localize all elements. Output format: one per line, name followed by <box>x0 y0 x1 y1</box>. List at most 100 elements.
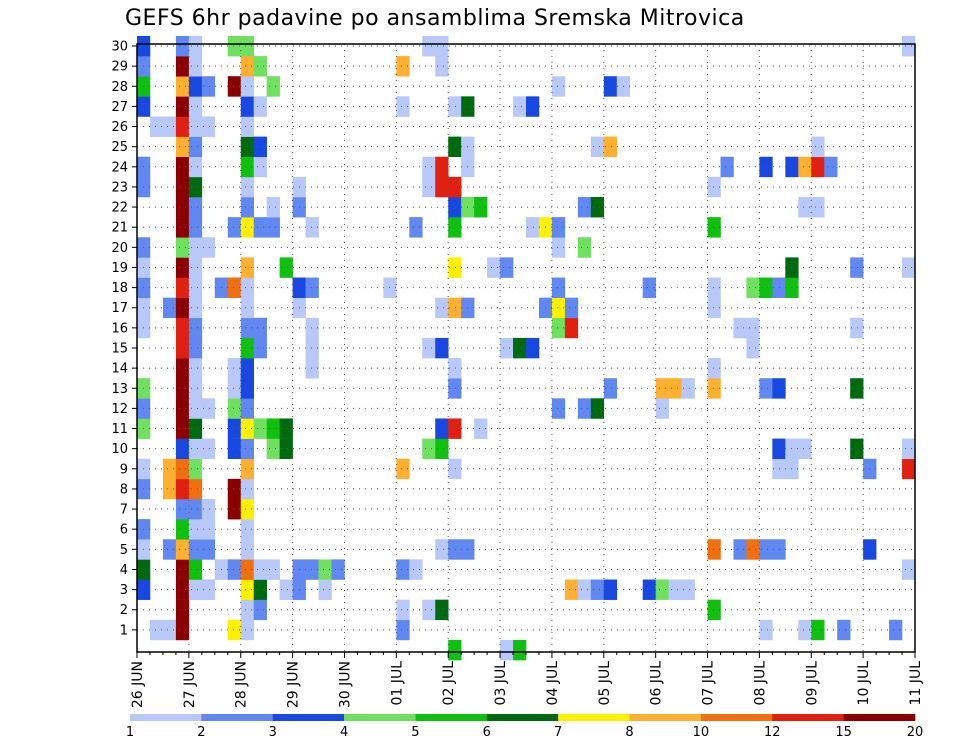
x-tick-label: 09 JUL <box>804 661 820 706</box>
heatmap-cell <box>422 156 436 178</box>
heatmap-cell <box>759 378 773 399</box>
colorbar-segment <box>772 714 844 721</box>
heatmap-cell <box>240 176 254 198</box>
x-tick-label: 03 JUL <box>493 661 509 706</box>
y-tick-label: 11 <box>111 422 128 437</box>
heatmap-cell <box>564 317 579 339</box>
heatmap-cell <box>266 418 280 439</box>
heatmap-cell <box>188 418 203 439</box>
heatmap-cell <box>422 599 436 621</box>
heatmap-cell <box>435 418 449 439</box>
heatmap-cell <box>448 176 462 198</box>
heatmap-cell <box>526 337 540 359</box>
heatmap-cell <box>798 438 812 460</box>
heatmap-cell <box>188 136 203 158</box>
heatmap-cell <box>253 599 267 621</box>
heatmap-cell <box>201 519 216 540</box>
heatmap-cell <box>305 217 319 238</box>
heatmap-cell <box>798 156 812 178</box>
heatmap-cell <box>175 277 190 298</box>
y-tick-label: 5 <box>120 543 128 558</box>
heatmap-cell <box>240 257 254 278</box>
heatmap-cell <box>175 116 190 137</box>
heatmap-cell <box>279 579 293 600</box>
heatmap-cell <box>759 156 773 178</box>
colorbar-tick-label: 8 <box>625 725 633 740</box>
heatmap-cell <box>448 378 462 399</box>
heatmap-cell <box>227 217 242 238</box>
y-tick-label: 24 <box>111 160 128 175</box>
y-tick-label: 20 <box>111 241 128 256</box>
heatmap-cell <box>227 619 242 641</box>
heatmap-cell <box>305 337 319 359</box>
heatmap-cell <box>175 257 190 278</box>
heatmap-cell <box>448 418 462 439</box>
heatmap-cell <box>850 438 864 460</box>
heatmap-cell <box>201 398 216 419</box>
heatmap-cell <box>188 156 203 178</box>
heatmap-cell <box>175 337 190 359</box>
heatmap-cell <box>902 438 916 460</box>
heatmap-cell <box>474 418 488 439</box>
y-tick-label: 12 <box>111 402 128 417</box>
heatmap-cell <box>305 317 319 339</box>
heatmap-cell <box>240 478 254 500</box>
heatmap-cell <box>175 136 190 158</box>
heatmap-cell <box>746 277 760 298</box>
heatmap-cell <box>188 237 203 258</box>
heatmap-cell <box>266 197 280 218</box>
heatmap-cell <box>577 197 592 218</box>
heatmap-cell <box>240 56 254 77</box>
heatmap-cell <box>318 579 332 600</box>
heatmap-cell <box>396 599 410 621</box>
heatmap-cell <box>227 378 242 399</box>
heatmap-cell <box>149 116 164 137</box>
heatmap-cell <box>188 176 203 198</box>
heatmap-cell <box>188 539 203 560</box>
heatmap-cell <box>448 257 462 278</box>
heatmap-cell <box>422 337 436 359</box>
colorbar-tick-label: 15 <box>835 725 852 740</box>
heatmap-cell <box>188 317 203 339</box>
colorbar-tick-label: 20 <box>907 725 924 740</box>
heatmap-cell <box>837 619 851 641</box>
heatmap-cell <box>188 116 203 137</box>
heatmap-cell <box>707 277 721 298</box>
heatmap-cell <box>655 378 669 399</box>
heatmap-cell <box>227 478 242 500</box>
heatmap-cell <box>396 619 410 641</box>
heatmap-cell <box>318 559 332 580</box>
heatmap-cell <box>746 539 760 560</box>
heatmap-cell <box>175 539 190 560</box>
heatmap-cell <box>513 337 527 359</box>
y-tick-label: 6 <box>120 523 128 538</box>
heatmap-cell <box>474 197 488 218</box>
heatmap-cell <box>526 96 540 117</box>
heatmap-cell <box>201 579 216 600</box>
heatmap-cell <box>175 418 190 439</box>
y-tick-label: 8 <box>120 482 128 497</box>
heatmap-cell <box>409 217 423 238</box>
heatmap-cell <box>448 297 462 319</box>
heatmap-cell <box>266 76 280 97</box>
heatmap-cell <box>240 599 254 621</box>
heatmap-cell <box>227 35 242 57</box>
heatmap-cell <box>175 579 190 600</box>
heatmap-cell <box>253 136 267 158</box>
heatmap-cell <box>175 599 190 621</box>
heatmap-cell <box>227 498 242 520</box>
colorbar-segment <box>272 714 345 721</box>
heatmap-cell <box>188 478 203 500</box>
heatmap-cell <box>253 337 267 359</box>
heatmap-cell <box>188 358 203 379</box>
cells-layer <box>137 35 916 661</box>
heatmap-cell <box>227 438 242 460</box>
heatmap-cell <box>642 277 656 298</box>
heatmap-cell <box>253 217 267 238</box>
colorbar-segment <box>486 714 559 721</box>
heatmap-cell <box>240 418 254 439</box>
heatmap-cell <box>746 317 760 339</box>
heatmap-cell <box>175 176 190 198</box>
heatmap-cell <box>240 76 254 97</box>
